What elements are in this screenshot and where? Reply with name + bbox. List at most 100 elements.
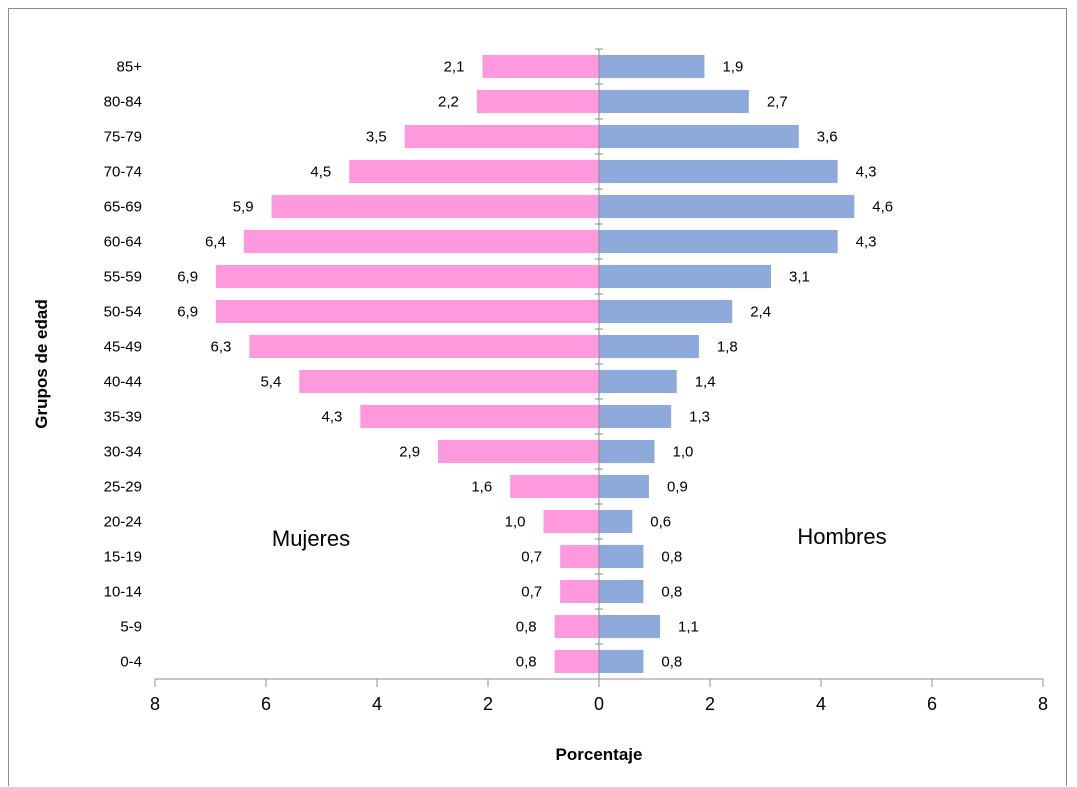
x-tick-label: 6 (927, 694, 937, 714)
data-label-mujeres-85+: 2,1 (444, 59, 465, 76)
bar-mujeres-20-24 (543, 509, 599, 534)
bar-hombres-5-9 (599, 614, 661, 639)
bar-mujeres-80-84 (476, 89, 599, 114)
data-label-hombres-15-19: 0,8 (661, 549, 682, 566)
bar-hombres-60-64 (599, 229, 838, 254)
bar-mujeres-30-34 (438, 439, 599, 464)
data-label-hombres-25-29: 0,9 (667, 479, 688, 496)
data-label-hombres-50-54: 2,4 (750, 304, 771, 321)
bar-hombres-20-24 (599, 509, 633, 534)
bar-hombres-85+ (599, 54, 705, 79)
category-label-10-14: 10-14 (104, 584, 142, 601)
data-label-mujeres-30-34: 2,9 (399, 444, 420, 461)
data-label-mujeres-65-69: 5,9 (233, 199, 254, 216)
bar-hombres-45-49 (599, 334, 699, 359)
category-label-70-74: 70-74 (104, 164, 142, 181)
chart-frame: 0,8 0,8 0,7 0,7 1,0 1,6 2,9 4,3 5,4 6,3 6,9 6,9 6,4 5… (8, 8, 1067, 786)
data-label-mujeres-35-39: 4,3 (321, 409, 342, 426)
x-tick-label: 2 (483, 694, 493, 714)
data-label-hombres-70-74: 4,3 (856, 164, 877, 181)
data-label-mujeres-80-84: 2,2 (438, 94, 459, 111)
bar-hombres-0-4 (599, 649, 644, 674)
labels-layer: 0,8 0,8 0,7 0,7 1,0 1,6 2,9 4,3 5,4 6,3 6,9 6,9 6,4 5… (104, 59, 1048, 715)
data-label-mujeres-55-59: 6,9 (177, 269, 198, 286)
category-label-40-44: 40-44 (104, 374, 142, 391)
data-label-hombres-60-64: 4,3 (856, 234, 877, 251)
bar-hombres-40-44 (599, 369, 677, 394)
bar-mujeres-40-44 (299, 369, 599, 394)
bar-mujeres-55-59 (216, 264, 600, 289)
bar-hombres-70-74 (599, 159, 838, 184)
data-label-hombres-85+: 1,9 (722, 59, 743, 76)
bar-hombres-30-34 (599, 439, 655, 464)
bar-mujeres-45-49 (249, 334, 599, 359)
bar-hombres-65-69 (599, 194, 855, 219)
category-label-60-64: 60-64 (104, 234, 142, 251)
category-label-15-19: 15-19 (104, 549, 142, 566)
bar-mujeres-65-69 (271, 194, 599, 219)
category-label-30-34: 30-34 (104, 444, 142, 461)
data-label-hombres-80-84: 2,7 (767, 94, 788, 111)
data-label-hombres-65-69: 4,6 (872, 199, 893, 216)
x-tick-label: 8 (1038, 694, 1048, 714)
data-label-hombres-55-59: 3,1 (789, 269, 810, 286)
x-tick-label: 4 (816, 694, 826, 714)
data-label-mujeres-5-9: 0,8 (516, 619, 537, 636)
bar-mujeres-60-64 (243, 229, 600, 254)
category-label-35-39: 35-39 (104, 409, 142, 426)
data-label-hombres-75-79: 3,6 (817, 129, 838, 146)
bar-mujeres-15-19 (560, 544, 599, 569)
data-label-mujeres-15-19: 0,7 (521, 549, 542, 566)
bar-hombres-50-54 (599, 299, 733, 324)
category-label-0-4: 0-4 (120, 654, 142, 671)
population-pyramid-chart: 0,8 0,8 0,7 0,7 1,0 1,6 2,9 4,3 5,4 6,3 6,9 6,9 6,4 5… (32, 48, 1048, 764)
x-tick-label: 8 (150, 694, 160, 714)
x-tick-label: 0 (594, 694, 604, 714)
category-label-50-54: 50-54 (104, 304, 142, 321)
category-label-5-9: 5-9 (120, 619, 142, 636)
data-label-hombres-5-9: 1,1 (678, 619, 699, 636)
category-label-45-49: 45-49 (104, 339, 142, 356)
data-label-mujeres-0-4: 0,8 (516, 654, 537, 671)
data-label-hombres-35-39: 1,3 (689, 409, 710, 426)
data-label-hombres-40-44: 1,4 (695, 374, 716, 391)
data-label-mujeres-70-74: 4,5 (310, 164, 331, 181)
x-tick-label: 6 (261, 694, 271, 714)
bar-hombres-75-79 (599, 124, 799, 149)
bar-mujeres-50-54 (216, 299, 600, 324)
data-label-mujeres-75-79: 3,5 (366, 129, 387, 146)
y-axis-title: Grupos de edad (32, 299, 51, 428)
data-label-hombres-20-24: 0,6 (650, 514, 671, 531)
bar-hombres-15-19 (599, 544, 644, 569)
bar-mujeres-10-14 (560, 579, 599, 604)
category-label-85+: 85+ (117, 59, 143, 76)
data-label-hombres-30-34: 1,0 (673, 444, 694, 461)
x-axis-title: Porcentaje (556, 745, 643, 764)
annotation-hombres: Hombres (797, 524, 886, 549)
category-label-20-24: 20-24 (104, 514, 142, 531)
x-tick-label: 4 (372, 694, 382, 714)
category-label-80-84: 80-84 (104, 94, 142, 111)
bar-mujeres-75-79 (404, 124, 599, 149)
bar-hombres-25-29 (599, 474, 649, 499)
data-label-mujeres-50-54: 6,9 (177, 304, 198, 321)
bars-layer (216, 54, 855, 674)
category-label-25-29: 25-29 (104, 479, 142, 496)
bar-mujeres-35-39 (360, 404, 599, 429)
bar-mujeres-5-9 (554, 614, 599, 639)
bar-hombres-10-14 (599, 579, 644, 604)
data-label-mujeres-60-64: 6,4 (205, 234, 226, 251)
bar-mujeres-85+ (482, 54, 599, 79)
annotation-mujeres: Mujeres (272, 526, 350, 551)
category-label-55-59: 55-59 (104, 269, 142, 286)
data-label-hombres-0-4: 0,8 (661, 654, 682, 671)
data-label-mujeres-25-29: 1,6 (471, 479, 492, 496)
data-label-hombres-10-14: 0,8 (661, 584, 682, 601)
bar-mujeres-70-74 (349, 159, 599, 184)
bar-mujeres-25-29 (510, 474, 599, 499)
bar-hombres-55-59 (599, 264, 772, 289)
axis-layer (154, 48, 1044, 687)
data-label-hombres-45-49: 1,8 (717, 339, 738, 356)
data-label-mujeres-45-49: 6,3 (210, 339, 231, 356)
category-label-75-79: 75-79 (104, 129, 142, 146)
